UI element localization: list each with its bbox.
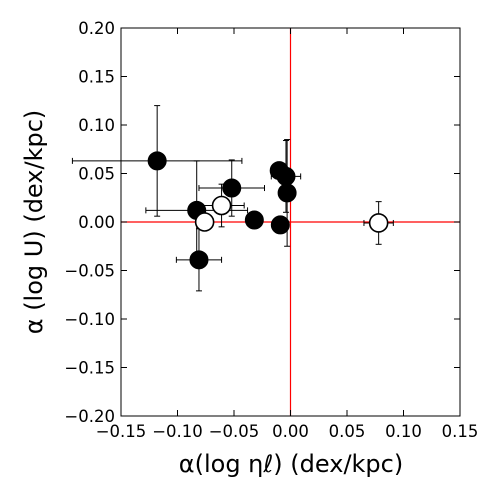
y-tick-label: −0.10 xyxy=(64,310,115,329)
x-tick-label: 0.05 xyxy=(329,422,366,441)
filled-circle-marker xyxy=(222,178,242,198)
y-tick-label: 0.05 xyxy=(78,165,115,184)
axis-ticks xyxy=(120,27,461,417)
filled-circle-marker xyxy=(270,215,290,235)
open-circle-marker xyxy=(368,213,389,233)
filled-circle-marker xyxy=(189,250,209,270)
filled-circle-marker xyxy=(244,210,264,230)
open-circle-marker xyxy=(211,195,232,216)
x-tick-label: −0.05 xyxy=(209,422,260,441)
reference-lines xyxy=(121,28,460,416)
x-tick-label: 0.15 xyxy=(442,422,479,441)
x-tick-labels: −0.15 −0.10 −0.05 0.00 0.05 0.10 0.15 xyxy=(96,422,479,441)
x-tick-label: −0.10 xyxy=(152,422,203,441)
filled-circle-marker xyxy=(276,166,296,186)
y-tick-label: −0.05 xyxy=(64,262,115,281)
x-tick-label: 0.10 xyxy=(385,422,422,441)
y-tick-label: −0.15 xyxy=(64,359,115,378)
x-tick-label: 0.00 xyxy=(272,422,309,441)
y-tick-label: 0.00 xyxy=(78,213,115,232)
y-tick-label: 0.10 xyxy=(78,116,115,135)
y-tick-label: −0.20 xyxy=(64,407,115,426)
x-tick-label: −0.15 xyxy=(96,422,147,441)
open-circle-marker xyxy=(194,212,215,232)
y-tick-labels: −0.20 −0.15 −0.10 −0.05 0.00 0.05 0.10 0.15 0.20 xyxy=(64,19,115,426)
filled-circle-marker xyxy=(277,183,297,203)
x-axis-label: α(log ηℓ) (dex/kpc) xyxy=(179,450,403,478)
filled-circle-marker xyxy=(147,151,167,171)
data-markers xyxy=(147,151,389,270)
y-axis-label: α (log U) (dex/kpc) xyxy=(20,110,48,335)
y-tick-label: 0.15 xyxy=(78,68,115,87)
y-tick-label: 0.20 xyxy=(78,19,115,38)
